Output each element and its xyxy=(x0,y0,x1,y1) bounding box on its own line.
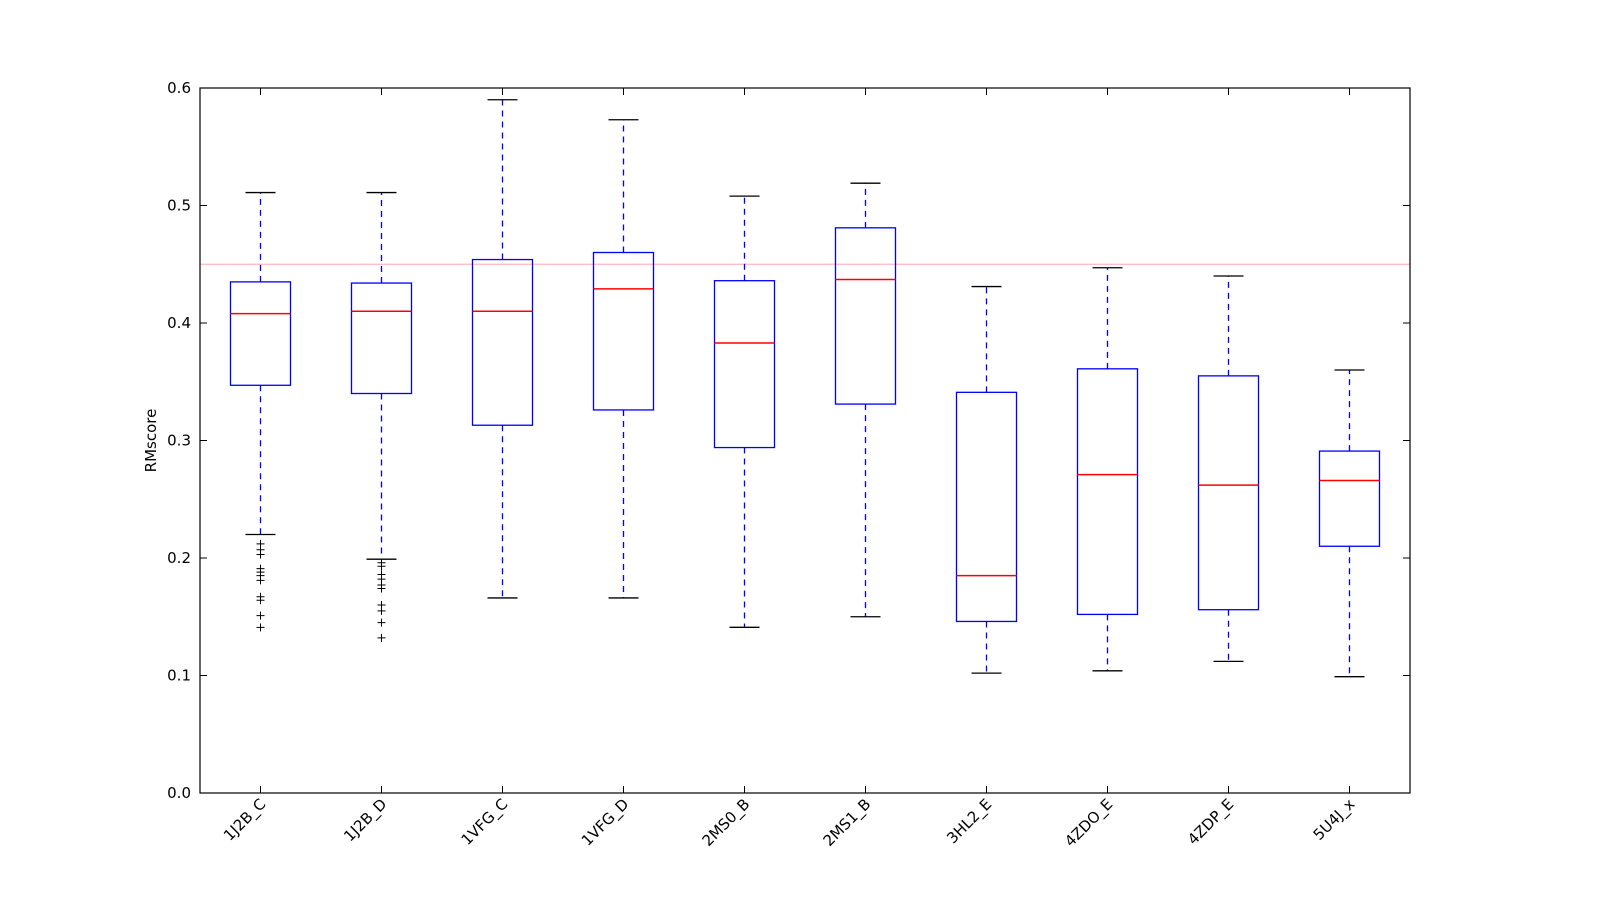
outlier-marker xyxy=(256,550,265,559)
outlier-marker xyxy=(256,611,265,620)
box-group xyxy=(1318,369,1381,678)
y-axis-title: RMscore xyxy=(142,409,160,473)
x-tick-label: 4ZDP_E xyxy=(1184,795,1238,849)
x-tick-label: 1J2B_D xyxy=(340,795,391,846)
y-tick-label: 0.2 xyxy=(167,549,191,567)
box-group xyxy=(350,191,413,642)
y-tick-label: 0.3 xyxy=(167,432,191,450)
box-group xyxy=(955,285,1018,674)
outlier-marker xyxy=(377,584,386,593)
iqr-box xyxy=(834,227,897,405)
x-tick-label: 2MS1_B xyxy=(820,795,875,850)
iqr-box xyxy=(229,281,292,386)
iqr-box xyxy=(955,391,1018,623)
y-tick-label: 0.1 xyxy=(167,667,191,685)
outlier-marker xyxy=(256,596,265,605)
iqr-box xyxy=(471,258,534,426)
iqr-box xyxy=(1076,368,1139,616)
iqr-box xyxy=(713,280,776,449)
x-tick-label: 3HL2_E xyxy=(943,795,996,848)
iqr-box xyxy=(1318,450,1381,547)
box-group xyxy=(229,191,292,632)
outlier-marker xyxy=(377,618,386,627)
box-group xyxy=(713,195,776,628)
y-tick-label: 0.0 xyxy=(167,784,191,802)
y-tick-label: 0.5 xyxy=(167,197,191,215)
outlier-marker xyxy=(377,633,386,642)
outlier-marker xyxy=(256,576,265,585)
outlier-marker xyxy=(377,562,386,571)
box-group xyxy=(471,99,534,599)
box-group xyxy=(1197,275,1260,663)
outlier-marker xyxy=(256,623,265,632)
x-tick-label: 1VFG_D xyxy=(578,795,633,850)
iqr-box xyxy=(350,282,413,395)
x-tick-label: 1VFG_C xyxy=(458,795,512,849)
x-tick-label: 5U4J_x xyxy=(1310,795,1359,844)
x-tick-label: 1J2B_C xyxy=(220,795,270,845)
x-tick-label: 2MS0_B xyxy=(699,795,754,850)
box-group xyxy=(834,182,897,618)
y-tick-label: 0.4 xyxy=(167,314,191,332)
box-group xyxy=(592,119,655,599)
outlier-marker xyxy=(377,606,386,615)
y-tick-label: 0.6 xyxy=(167,79,191,97)
x-tick-label: 4ZDO_E xyxy=(1061,795,1117,851)
iqr-box xyxy=(592,251,655,411)
box-group xyxy=(1076,267,1139,672)
iqr-box xyxy=(1197,375,1260,611)
